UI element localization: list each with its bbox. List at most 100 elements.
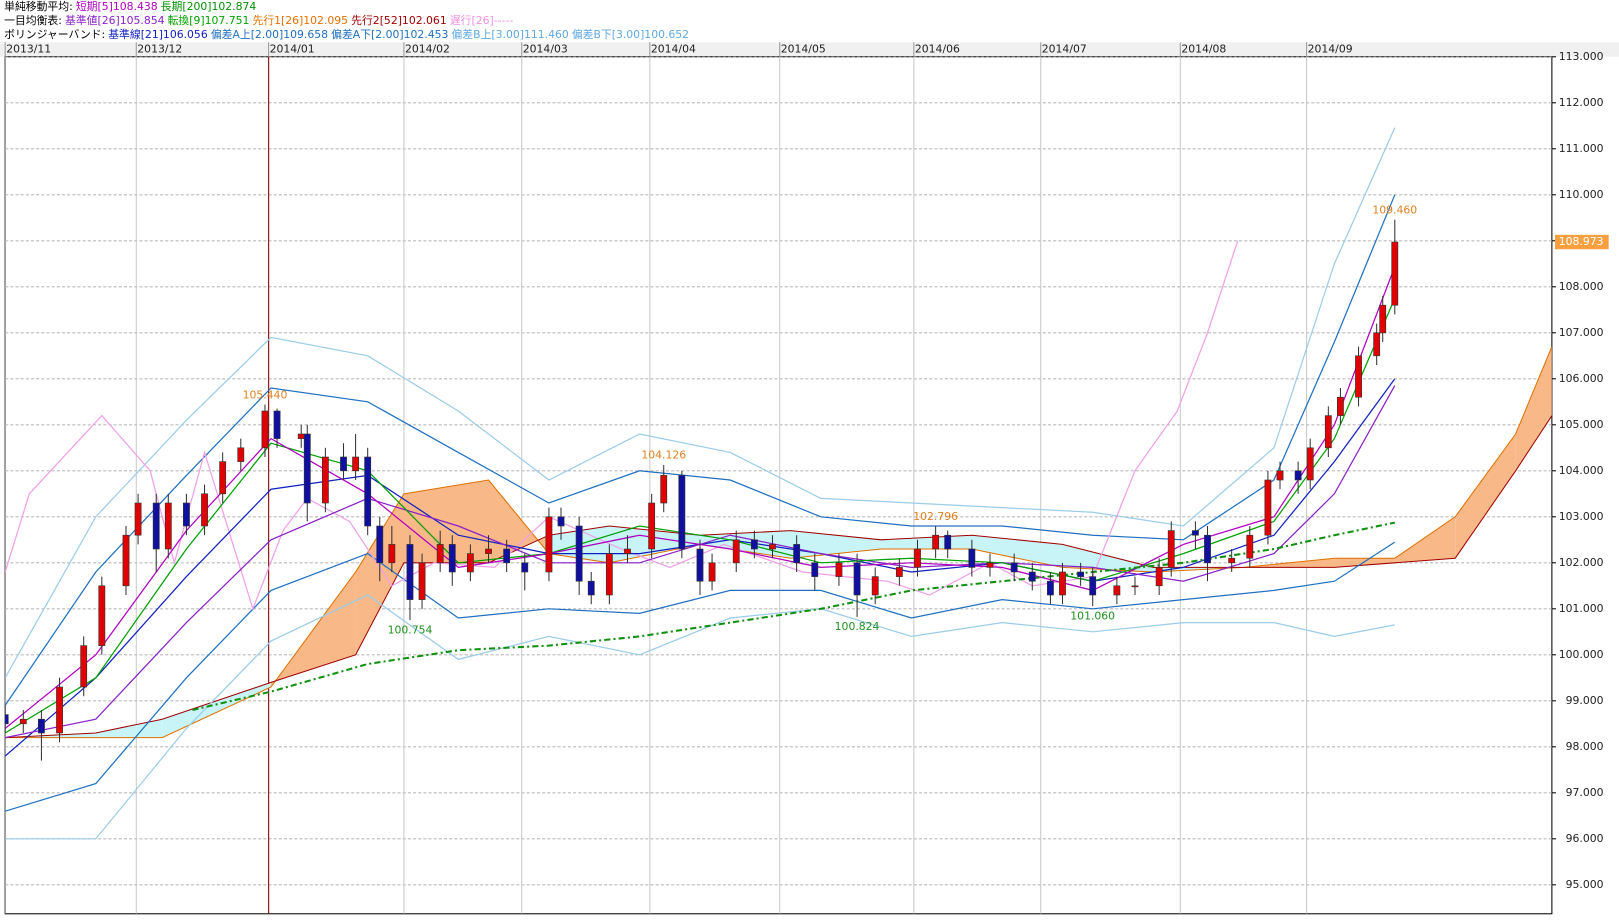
candle-body <box>1204 534 1211 564</box>
candle-body <box>503 548 511 564</box>
candle-body <box>1294 470 1302 481</box>
candle-body <box>321 456 329 504</box>
candle-body <box>485 548 492 554</box>
cloud-fill <box>162 682 272 738</box>
candle-body <box>303 433 311 504</box>
legend-entry: 先行1[26]102.095 <box>253 14 349 27</box>
candle-body <box>364 456 372 527</box>
cloud-fill <box>1394 516 1456 563</box>
candle-body <box>98 585 106 646</box>
candle-body <box>376 525 384 564</box>
last-price-label: 108.973 <box>1559 235 1604 248</box>
y-tick-label: 100.000 <box>1559 648 1604 661</box>
high-label: 109.460 <box>1372 203 1417 216</box>
candle-body <box>1167 530 1175 568</box>
candle-body <box>895 567 903 577</box>
legend-row: 単純移動平均: 短期[5]108.438 長期[200]102.874 <box>4 0 256 13</box>
x-tick-label: 2014/07 <box>1042 43 1087 56</box>
x-tick-label: 2014/01 <box>270 43 315 56</box>
candle-body <box>5 714 9 725</box>
y-tick-label: 104.000 <box>1559 464 1604 477</box>
cloud-fill <box>1062 544 1154 573</box>
y-tick-label: 105.000 <box>1559 418 1604 431</box>
high-label: 105.440 <box>243 388 288 401</box>
cloud-fill <box>971 535 1063 568</box>
candle-body <box>122 534 130 587</box>
candle-body <box>678 475 686 550</box>
indicator-line <box>5 127 1396 679</box>
legend-row: ボリンジャーバンド: 基準線[21]106.056 偏差A上[2.00]109.65… <box>4 27 689 41</box>
indicator-line <box>192 521 1396 712</box>
legend-entry: 偏差A下[2.00]102.453 <box>331 27 448 41</box>
x-tick-label: 2013/11 <box>6 43 51 56</box>
candle-body <box>273 410 281 439</box>
y-tick-label: 98.000 <box>1566 740 1604 753</box>
y-tick-label: 97.000 <box>1566 786 1604 799</box>
candle-body <box>986 562 994 568</box>
y-tick-label: 108.000 <box>1559 280 1604 293</box>
candle-body <box>466 553 474 573</box>
candle-body <box>708 562 716 582</box>
candle-body <box>811 562 819 577</box>
candle-body <box>932 534 940 550</box>
legend-entry: 偏差B上[3.00]111.460 <box>451 27 568 41</box>
candle-body <box>750 539 758 550</box>
candle-body <box>237 447 245 462</box>
candle-body <box>1306 447 1314 481</box>
candle-body <box>575 525 583 582</box>
candle-body <box>1192 530 1199 536</box>
candle-body <box>418 562 426 600</box>
candle-body <box>914 548 921 568</box>
x-tick-label: 2014/02 <box>405 43 450 56</box>
cloud-span <box>5 346 1552 739</box>
legend-entry: 偏差A上[2.00]109.658 <box>211 27 328 41</box>
y-tick-label: 110.000 <box>1559 188 1604 201</box>
y-tick-label: 111.000 <box>1559 142 1604 155</box>
legend-entry: 基準線[21]106.056 <box>108 27 208 41</box>
cloud-fill <box>1455 434 1516 559</box>
y-tick-label: 113.000 <box>1559 50 1604 63</box>
plot-clip-group <box>5 56 1552 914</box>
candle-body <box>1228 557 1236 564</box>
low-label: 100.824 <box>835 620 880 633</box>
candle-body <box>853 562 861 596</box>
candle-body <box>587 580 595 596</box>
cloud-fill <box>95 719 163 738</box>
candle-body <box>769 544 776 550</box>
x-tick-label: 2014/08 <box>1181 43 1226 56</box>
candle-body <box>660 475 668 504</box>
y-tick-label: 112.000 <box>1559 96 1604 109</box>
low-label: 100.754 <box>388 623 433 636</box>
high-label: 104.126 <box>641 449 686 462</box>
y-tick-label: 107.000 <box>1559 326 1604 339</box>
x-tick-label: 2013/12 <box>137 43 182 56</box>
x-tick-label: 2014/06 <box>915 43 960 56</box>
legend-entry: 先行2[52]102.061 <box>351 14 447 27</box>
candle-body <box>521 562 529 573</box>
candle-body <box>164 502 172 550</box>
candle-body <box>340 456 347 472</box>
legend-entry: 長期[200]102.874 <box>161 0 257 13</box>
y-tick-label: 103.000 <box>1559 510 1604 523</box>
candle-body <box>793 544 801 564</box>
legend-entry: 転換[9]107.751 <box>168 14 250 27</box>
candle-body <box>624 548 631 554</box>
y-tick-label: 96.000 <box>1566 832 1604 845</box>
candle-body <box>183 502 190 527</box>
candle-body <box>1059 571 1066 596</box>
candle-body <box>1355 355 1362 398</box>
x-tick-label: 2014/03 <box>523 43 568 56</box>
cloud-fill <box>403 480 489 563</box>
indicator-line <box>5 385 1396 739</box>
candle-body <box>448 544 456 573</box>
legend-entry: 基準値[26]105.854 <box>65 13 165 27</box>
candle-body <box>152 502 160 550</box>
candle-body <box>1077 571 1085 577</box>
candle-body <box>557 516 565 527</box>
candle-body <box>80 645 88 688</box>
cloud-fill <box>1334 558 1395 568</box>
candle-body <box>1264 479 1272 536</box>
legend-entry: 単純移動平均: <box>4 0 73 13</box>
low-label: 101.060 <box>1070 609 1115 622</box>
y-tick-label: 101.000 <box>1559 602 1604 615</box>
